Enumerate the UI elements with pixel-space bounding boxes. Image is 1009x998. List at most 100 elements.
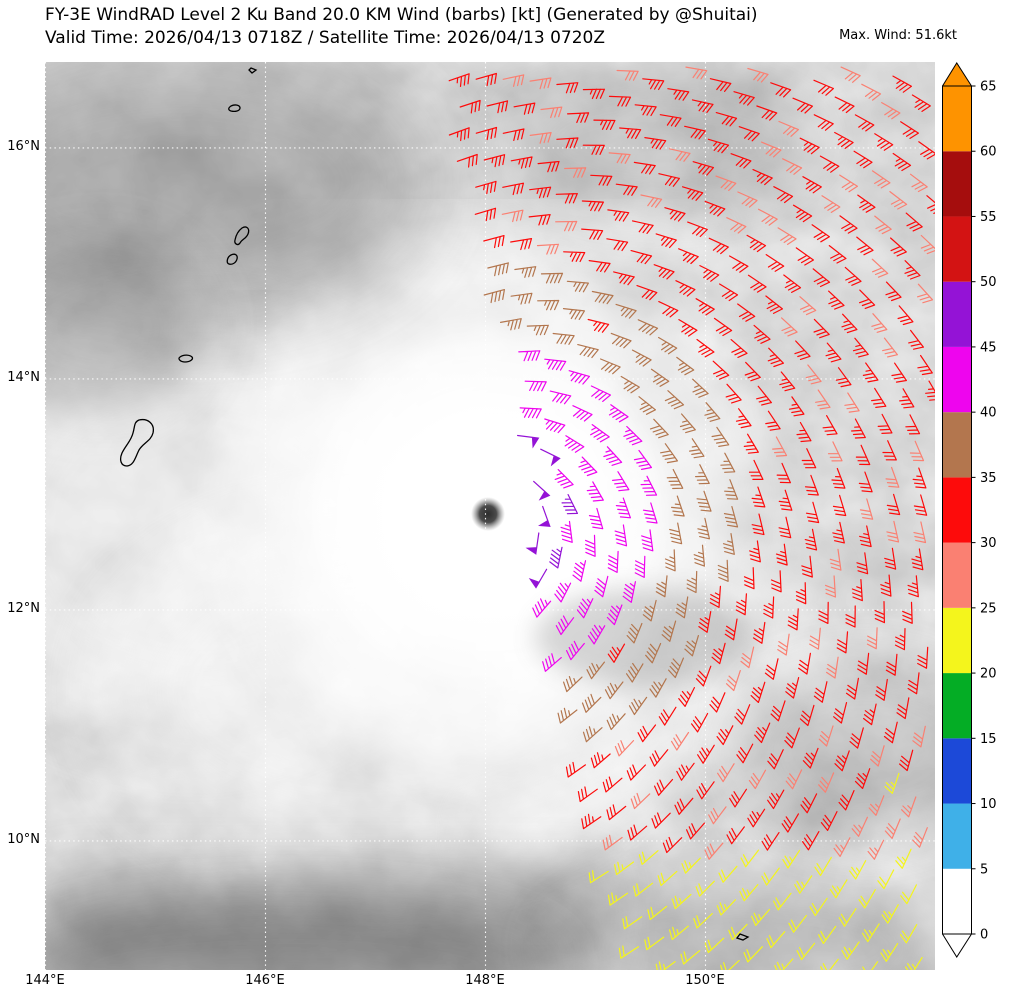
- wind-barb: [760, 141, 782, 158]
- wind-barb: [606, 238, 629, 252]
- wind-barb: [767, 347, 784, 368]
- wind-barb: [812, 268, 831, 288]
- wind-barb: [735, 408, 752, 429]
- wind-barb: [459, 99, 481, 114]
- wind-barb: [912, 467, 927, 489]
- wind-barb: [542, 653, 562, 672]
- wind-barb: [642, 78, 665, 91]
- wind-barb: [633, 882, 654, 897]
- wind-barb: [502, 74, 525, 87]
- wind-barb: [581, 813, 602, 830]
- wind-barb: [636, 285, 658, 301]
- wind-barb: [631, 349, 652, 367]
- wind-barb: [717, 559, 729, 582]
- wind-barb: [845, 605, 856, 628]
- colorbar-segment: [942, 346, 972, 413]
- wind-barb: [720, 959, 740, 970]
- wind-barb: [587, 318, 610, 333]
- coastline-layer: [120, 67, 750, 941]
- x-tick-label: 150°E: [685, 973, 725, 988]
- wind-barb: [849, 727, 864, 749]
- wind-barb: [911, 548, 924, 571]
- wind-barb: [736, 743, 754, 764]
- colorbar-tick-label: 55: [980, 210, 997, 225]
- wind-barb: [747, 274, 767, 293]
- grid-layer: [45, 62, 935, 970]
- wind-barb: [802, 176, 822, 194]
- wind-barb: [514, 266, 537, 278]
- wind-barb: [642, 502, 658, 524]
- wind-barb: [781, 317, 798, 337]
- wind-barb: [554, 582, 572, 603]
- wind-barb: [653, 264, 675, 280]
- wind-barb: [554, 469, 574, 489]
- wind-barb: [668, 657, 684, 679]
- wind-barb: [528, 214, 551, 226]
- wind-barb: [858, 471, 873, 493]
- wind-barb: [818, 772, 835, 793]
- colorbar-over-arrow: [942, 62, 973, 87]
- wind-barb: [870, 745, 885, 767]
- wind-barb: [751, 908, 770, 926]
- wind-barb: [880, 574, 892, 597]
- wind-barb: [799, 704, 815, 727]
- wind-barb: [871, 387, 887, 408]
- wind-barb: [619, 127, 642, 139]
- wind-barb: [726, 826, 745, 845]
- wind-barb: [770, 570, 782, 593]
- wind-barb: [586, 481, 604, 502]
- wind-barb: [809, 897, 828, 917]
- wind-barb: [563, 251, 586, 263]
- wind-barb: [917, 646, 929, 669]
- wind-barb: [582, 726, 603, 743]
- wind-barb: [799, 296, 817, 316]
- wind-barb: [845, 677, 859, 700]
- wind-barb: [829, 548, 842, 571]
- wind-barb: [796, 942, 816, 961]
- wind-barb: [796, 421, 812, 443]
- wind-barb: [483, 289, 505, 304]
- colorbar-tick-label: 40: [980, 406, 997, 421]
- wind-barb: [899, 388, 915, 409]
- wind-barb: [800, 793, 818, 814]
- wind-barb: [582, 88, 605, 100]
- wind-barb: [634, 555, 646, 578]
- wind-barb: [513, 102, 536, 115]
- wind-barb: [711, 642, 726, 665]
- wind-barb: [692, 378, 709, 398]
- wind-barb: [792, 204, 813, 223]
- wind-barb: [722, 533, 735, 555]
- wind-barb: [852, 337, 869, 358]
- wind-barb: [607, 643, 626, 663]
- wind-barb: [655, 233, 677, 249]
- wind-barb: [835, 367, 852, 388]
- wind-barb: [899, 924, 918, 944]
- wind-barb: [855, 444, 871, 466]
- wind-barb: [676, 356, 695, 376]
- wind-barb: [724, 618, 738, 641]
- wind-barb: [877, 869, 895, 890]
- wind-barb: [859, 525, 872, 548]
- wind-barb: [907, 672, 920, 695]
- colorbar-segment: [942, 216, 972, 282]
- wind-barb: [704, 842, 724, 860]
- wind-barb: [896, 697, 910, 720]
- y-tick-label: 12°N: [7, 601, 40, 617]
- wind-barb: [696, 338, 715, 358]
- wind-barb: [557, 707, 578, 724]
- wind-barb: [891, 362, 907, 383]
- y-tick-label: 16°N: [7, 139, 40, 155]
- wind-barb: [552, 332, 575, 345]
- wind-barb: [641, 529, 654, 552]
- wind-barb: [785, 769, 803, 790]
- wind-barb: [689, 438, 705, 459]
- island-tinian: [226, 253, 238, 265]
- wind-barb: [882, 440, 897, 461]
- wind-barb: [874, 133, 894, 151]
- wind-barb: [678, 319, 698, 337]
- wind-barb: [856, 236, 874, 256]
- wind-barb: [861, 923, 880, 943]
- wind-barb: [859, 961, 879, 970]
- colorbar-tick-label: 35: [980, 471, 997, 486]
- colorbar-tick-label: 0: [980, 928, 988, 943]
